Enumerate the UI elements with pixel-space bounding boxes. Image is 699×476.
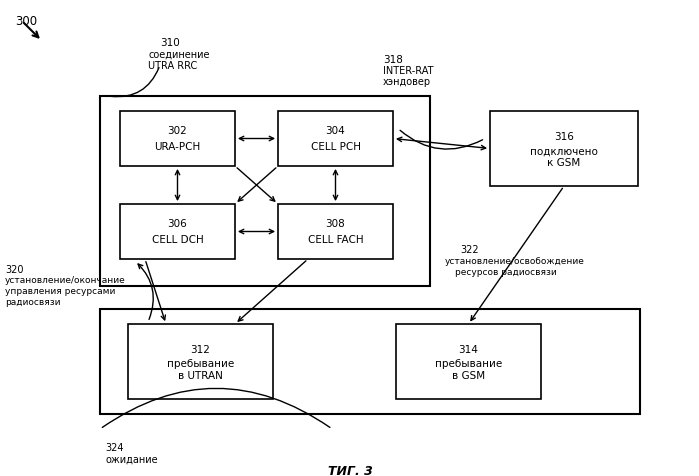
Bar [100,97,430,287]
Text: радиосвязи: радиосвязи [5,298,61,307]
Text: соединение: соединение [148,50,210,60]
Bar [490,112,638,187]
Text: установление/окончание: установление/окончание [5,276,126,284]
Bar [396,324,541,399]
Text: 310: 310 [160,38,180,48]
Text: CELL DCH: CELL DCH [152,235,203,245]
Text: 302: 302 [168,126,187,136]
Bar [100,309,640,414]
Text: подключено: подключено [530,146,598,156]
Text: ресурсов радиосвязи: ресурсов радиосвязи [455,268,556,277]
Text: ΤИГ. 3: ΤИГ. 3 [328,464,373,476]
Text: пребывание: пребывание [167,359,234,369]
Text: 322: 322 [460,245,479,255]
Text: CELL FACH: CELL FACH [308,235,363,245]
Text: в UTRAN: в UTRAN [178,371,223,381]
Text: 314: 314 [459,345,478,355]
Text: UTRA RRC: UTRA RRC [148,61,197,71]
Text: URA-PCH: URA-PCH [154,142,201,152]
Text: 318: 318 [383,55,403,65]
Bar [128,324,273,399]
Text: 304: 304 [326,126,345,136]
Text: 308: 308 [326,219,345,229]
Text: 300: 300 [15,15,37,28]
Text: INTER-RAT: INTER-RAT [383,66,433,76]
Text: CELL PCH: CELL PCH [310,142,361,152]
Text: ожидание: ожидание [105,454,158,464]
Bar [278,112,393,167]
Text: установление/освобождение: установление/освобождение [445,257,585,266]
Bar [120,112,235,167]
Text: 324: 324 [105,442,124,452]
Text: 306: 306 [168,219,187,229]
Bar [120,205,235,259]
Text: 316: 316 [554,132,574,142]
Bar [278,205,393,259]
Text: управления ресурсами: управления ресурсами [5,287,115,296]
Text: 312: 312 [191,345,210,355]
Text: 320: 320 [5,265,24,275]
Text: в GSM: в GSM [452,371,485,381]
Text: пребывание: пребывание [435,359,502,369]
Text: хэндовер: хэндовер [383,77,431,87]
Text: к GSM: к GSM [547,158,581,168]
